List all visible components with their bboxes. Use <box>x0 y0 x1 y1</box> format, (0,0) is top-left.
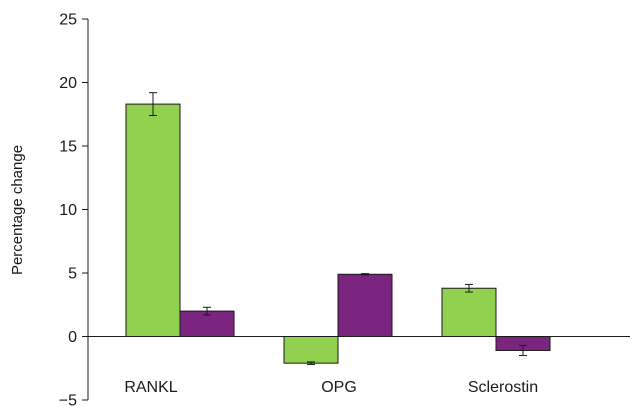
bars <box>125 103 551 364</box>
y-axis-title-group: Percentage change <box>9 145 26 275</box>
y-tick-label: 10 <box>59 202 77 219</box>
y-tick-label: 15 <box>59 139 77 156</box>
y-tick-label: 25 <box>59 12 77 29</box>
bar <box>441 287 497 337</box>
y-tick-label: 5 <box>68 266 77 283</box>
bar <box>125 103 181 337</box>
category-label: Sclerostin <box>468 379 538 396</box>
bar <box>283 336 339 364</box>
category-labels: RANKL OPG Sclerostin <box>124 379 538 396</box>
y-axis: −5 0 5 10 15 20 25 <box>59 12 89 406</box>
y-tick-label: 20 <box>59 75 77 92</box>
y-axis-title: Percentage change <box>9 145 26 275</box>
y-tick-label: 0 <box>68 329 77 346</box>
bar <box>337 273 393 337</box>
error-bars <box>149 92 527 365</box>
category-label: OPG <box>321 379 357 396</box>
y-tick-label: −5 <box>59 393 77 406</box>
category-label: RANKL <box>124 379 177 396</box>
